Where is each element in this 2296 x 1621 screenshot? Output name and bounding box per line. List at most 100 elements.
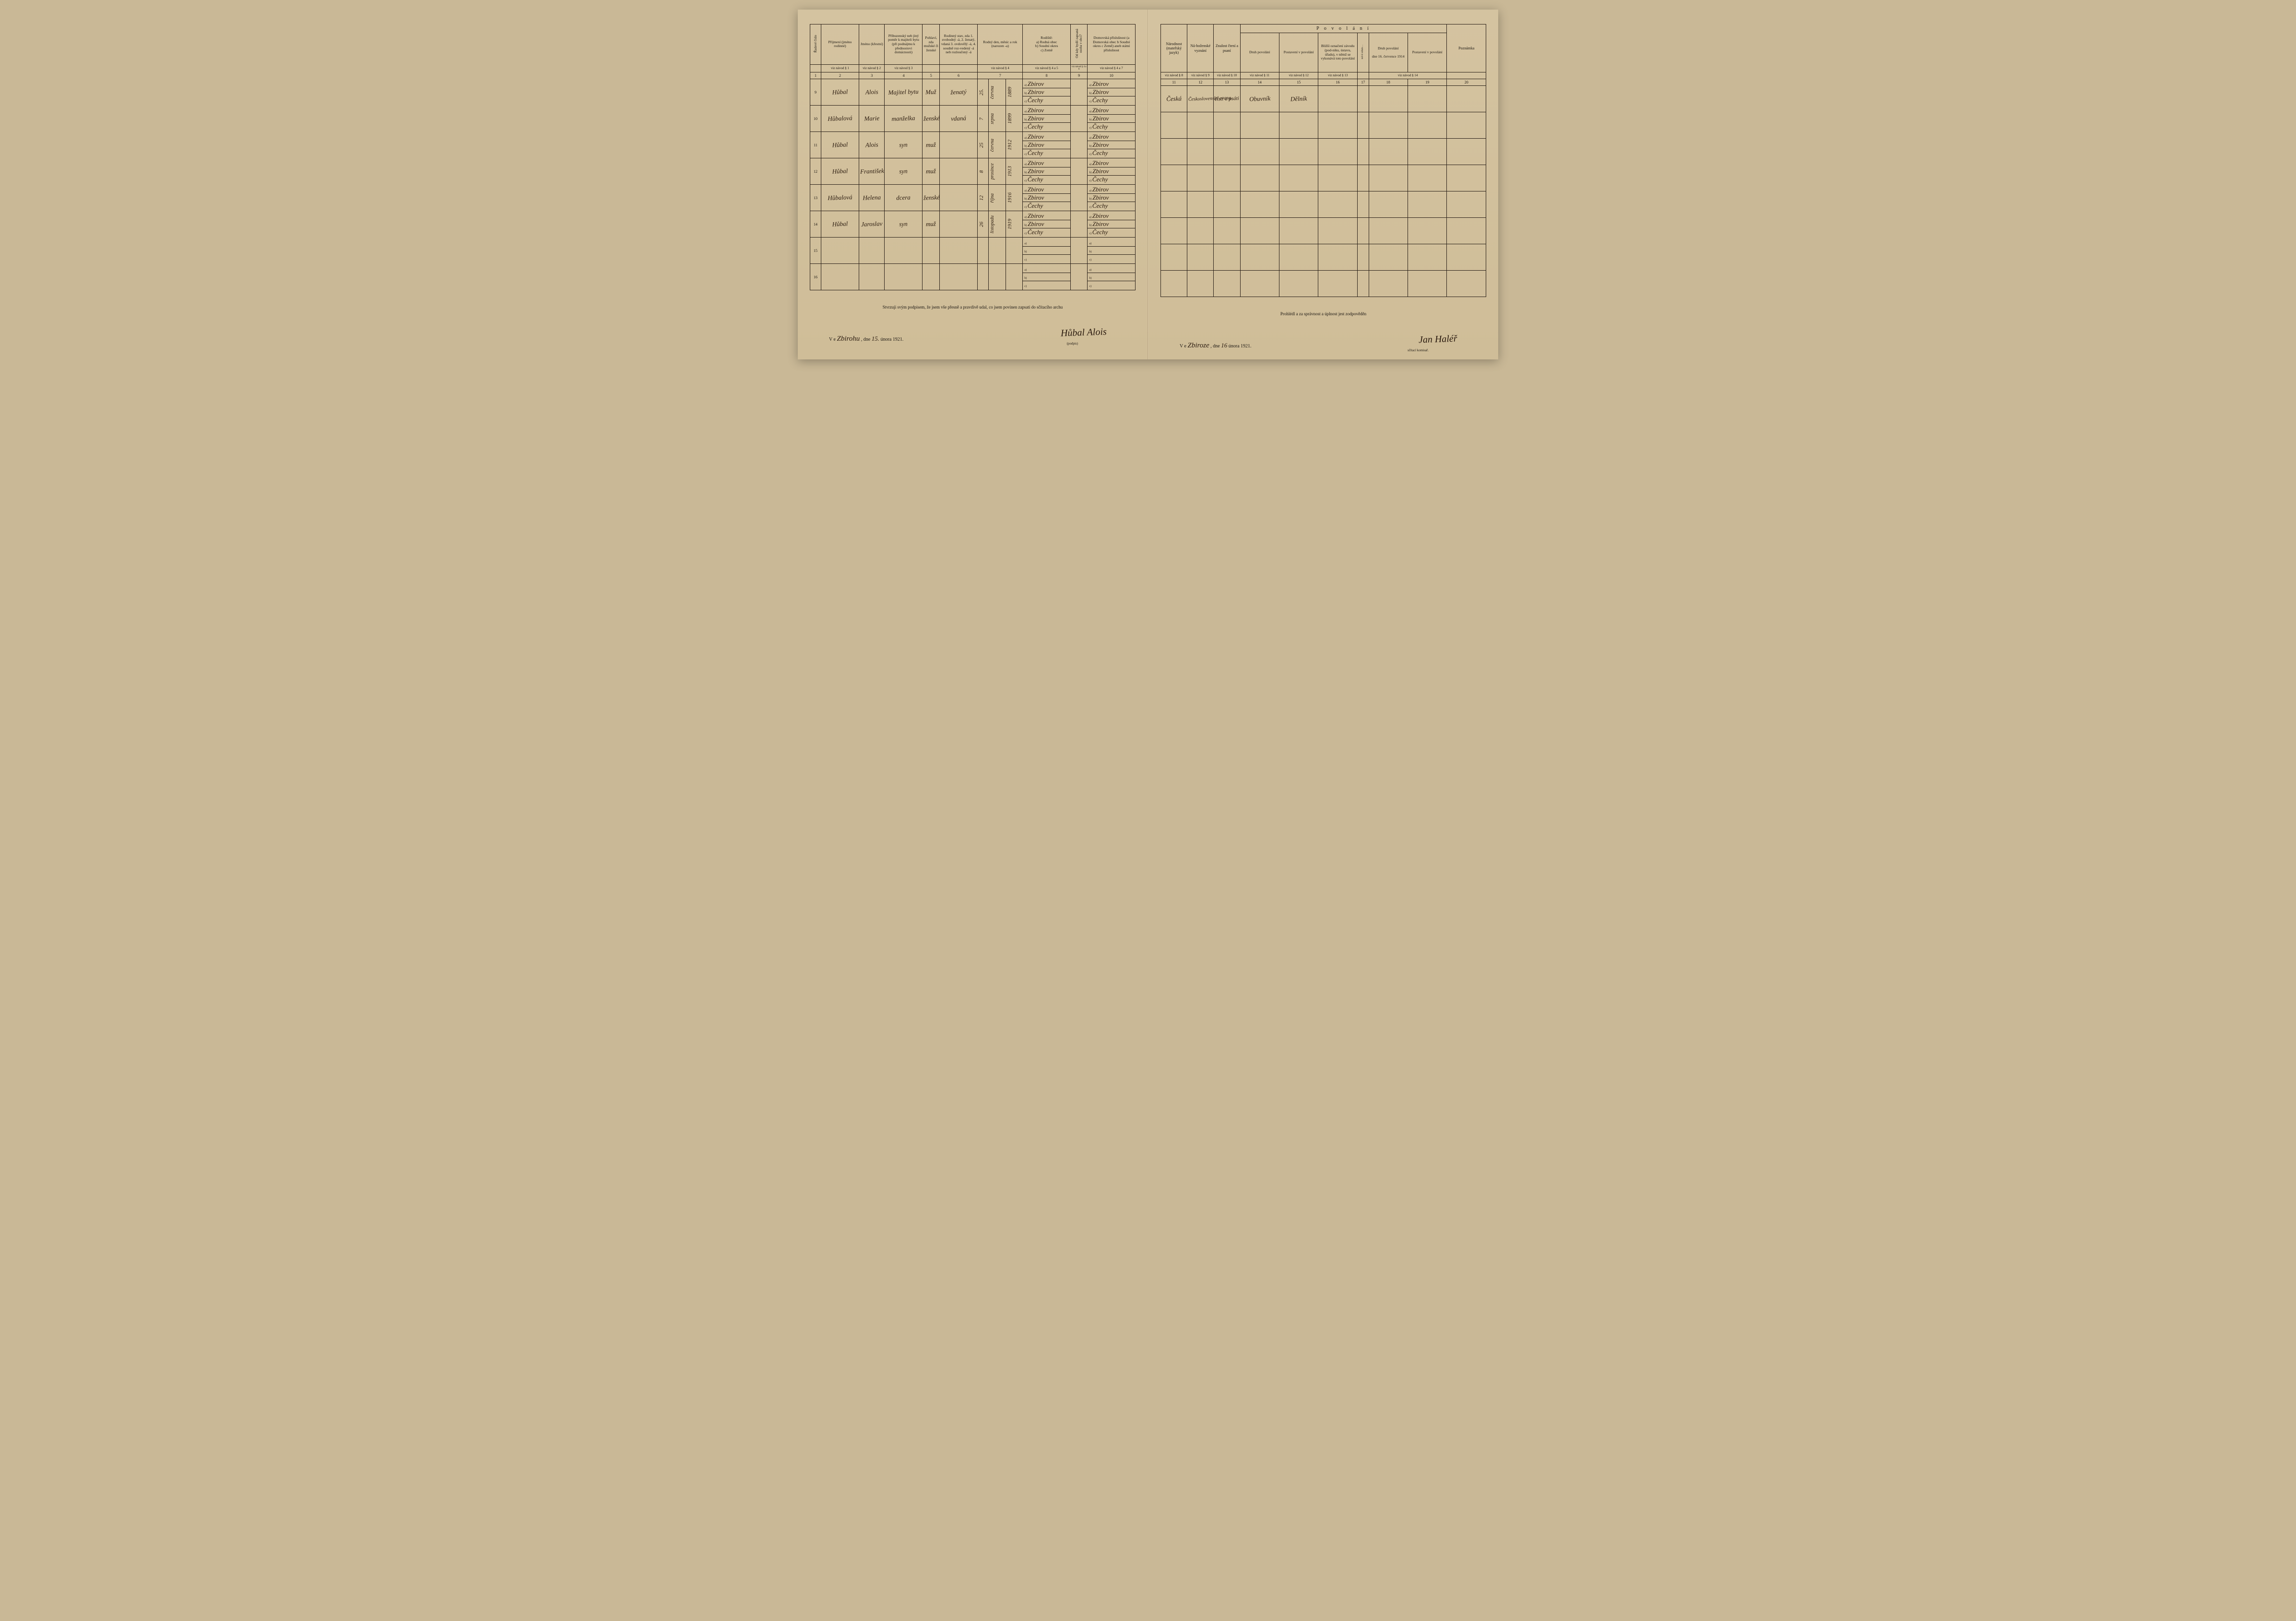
- coln-19: 19: [1408, 79, 1447, 86]
- dne-label-r: , dne: [1210, 344, 1219, 349]
- status: [940, 264, 978, 290]
- religion: [1187, 191, 1214, 218]
- hdr-c19: Postavení v povolání: [1408, 33, 1447, 72]
- location-sig-r: Zbiroze: [1187, 342, 1209, 349]
- position: [1279, 244, 1318, 271]
- sex: muž: [923, 158, 940, 185]
- surname: Hůbal: [821, 79, 859, 106]
- surname: [821, 264, 859, 290]
- position: [1279, 218, 1318, 244]
- nationality: [1161, 112, 1187, 139]
- table-row: 10 Hůbalová Marie manželka ženské vdaná …: [810, 106, 1136, 132]
- table-row: 14 Hůbal Jaroslav syn muž 26 listopadu 1…: [810, 211, 1136, 238]
- coln-20: 20: [1447, 79, 1486, 86]
- occupation: [1240, 165, 1279, 191]
- table-row: [1161, 244, 1486, 271]
- ve-label: V e: [829, 337, 836, 342]
- domicile: a) Zbirov b) Zbirov c) Čechy: [1088, 158, 1136, 185]
- firstname: Marie: [859, 106, 885, 132]
- status: [940, 185, 978, 211]
- religion: [1187, 112, 1214, 139]
- firstname: František: [859, 158, 885, 185]
- sig-sublabel-r: sčítací komisař.: [1408, 348, 1429, 352]
- sex: Muž: [923, 79, 940, 106]
- hdr-c15: Postavení v povolání: [1279, 33, 1318, 72]
- date-sig-r: 16: [1221, 342, 1227, 349]
- table-row: [1161, 165, 1486, 191]
- birth-year: [1006, 264, 1023, 290]
- row-num: 15: [810, 238, 821, 264]
- occupation: [1240, 244, 1279, 271]
- domicile: a) Zbirov b) Zbirov c) Čechy: [1088, 106, 1136, 132]
- table-row: [1161, 218, 1486, 244]
- coln-14: 14: [1240, 79, 1279, 86]
- birth-month: června: [989, 132, 1006, 158]
- table-row: [1161, 112, 1486, 139]
- birth-month: června: [989, 79, 1006, 106]
- coln-18: 18: [1369, 79, 1408, 86]
- status: [940, 132, 978, 158]
- census-table-left: Řadové číslo Příjmení (jméno rodinné) Jm…: [810, 24, 1136, 290]
- occupation: [1240, 139, 1279, 165]
- birth-year: 1912: [1006, 132, 1023, 158]
- coln-15: 15: [1279, 79, 1318, 86]
- birth-day: 26: [978, 211, 989, 238]
- literacy: [1214, 218, 1240, 244]
- left-footer: Stvrzuji svým podpisem, že jsem vše přes…: [810, 305, 1136, 343]
- row-num: 14: [810, 211, 821, 238]
- since: [1070, 158, 1088, 185]
- coln-17: 17: [1357, 79, 1369, 86]
- firstname: Jaroslav: [859, 211, 885, 238]
- nationality: [1161, 218, 1187, 244]
- occupation: [1240, 218, 1279, 244]
- ref-2: viz návod § 1: [821, 64, 859, 72]
- coln-12: 12: [1187, 79, 1214, 86]
- since: [1070, 211, 1088, 238]
- birth-month: srpna: [989, 106, 1006, 132]
- hdr-povolani: P o v o l á n í: [1240, 24, 1447, 33]
- position: [1279, 271, 1318, 297]
- position: [1279, 165, 1318, 191]
- nationality: [1161, 244, 1187, 271]
- month-label: února 1921.: [880, 337, 903, 342]
- religion: [1187, 165, 1214, 191]
- hdr-c16: Bližší označení závodu (pod-niku, ústavu…: [1318, 33, 1357, 72]
- birth-year: 1889: [1006, 79, 1023, 106]
- birthplace: a) Zbirov b) Zbirov c) Čechy: [1023, 106, 1070, 132]
- since: [1070, 79, 1088, 106]
- row-num: 10: [810, 106, 821, 132]
- domicile: a) b) c): [1088, 238, 1136, 264]
- relation: manželka: [885, 106, 923, 132]
- birth-day: 25.: [978, 79, 989, 106]
- since: [1070, 185, 1088, 211]
- right-page: Národnost (mateřský jazyk) Ná-boženské v…: [1148, 10, 1498, 359]
- hdr-c5: Pohlaví, zda mužské či ženské: [923, 24, 940, 65]
- ref-7: viz návod § 4: [978, 64, 1023, 72]
- surname: Hůbal: [821, 132, 859, 158]
- religion: [1187, 218, 1214, 244]
- coln-5: 5: [923, 72, 940, 79]
- hdr-c18: Druh povolánídne 16. července 1914: [1369, 33, 1408, 72]
- row-num: 16: [810, 264, 821, 290]
- birth-month: [989, 264, 1006, 290]
- relation: [885, 264, 923, 290]
- table-row: 16 a) b) c) a) b) c): [810, 264, 1136, 290]
- birthplace: a) Zbirov b) Zbirov c) Čechy: [1023, 158, 1070, 185]
- row-num: 13: [810, 185, 821, 211]
- religion: Československé evang.: [1187, 86, 1214, 112]
- hdr-c3: Jméno (křestní): [859, 24, 885, 65]
- affirm-text: Stvrzuji svým podpisem, že jsem vše přes…: [810, 305, 1136, 310]
- table-row: 13 Hůbalová Helena dcera ženské 12 října…: [810, 185, 1136, 211]
- coln-3: 3: [859, 72, 885, 79]
- table-row: 12 Hůbal František syn muž 8 prosince 19…: [810, 158, 1136, 185]
- coln-4: 4: [885, 72, 923, 79]
- hdr-c4: Příbuzenský neb jiný poměr k majiteli by…: [885, 24, 923, 65]
- hdr-c9: Od kdy bydlí zapsaná osoba v obci?: [1070, 24, 1088, 65]
- hdr-c14: Druh povolání: [1240, 33, 1279, 72]
- birth-month: října: [989, 185, 1006, 211]
- left-page: Řadové číslo Příjmení (jméno rodinné) Jm…: [798, 10, 1148, 359]
- birth-day: [978, 238, 989, 264]
- relation: Majitel bytu: [885, 79, 923, 106]
- birth-year: [1006, 238, 1023, 264]
- coln-13: 13: [1214, 79, 1240, 86]
